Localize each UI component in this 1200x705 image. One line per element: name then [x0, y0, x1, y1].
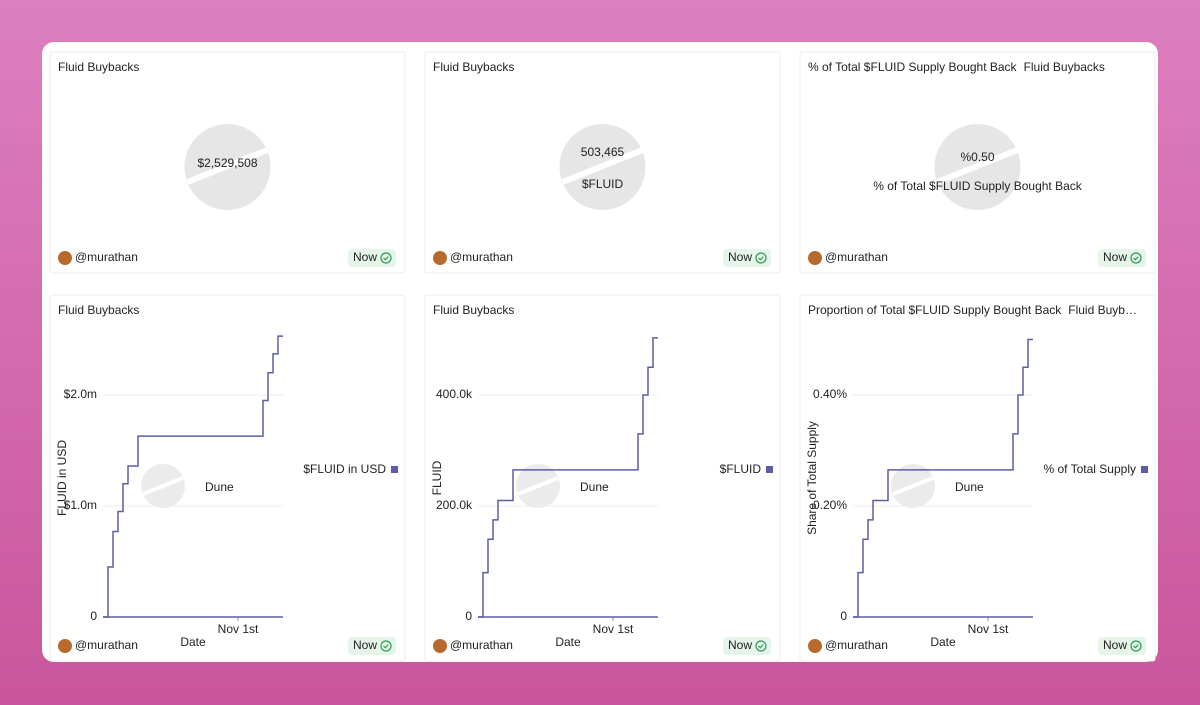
status-check	[758, 256, 764, 261]
widget-title: Proportion of Total $FLUID Supply Bought…	[808, 303, 1062, 317]
avatar	[58, 251, 72, 265]
y-tick-label: 0.20%	[813, 498, 847, 512]
avatar	[433, 639, 447, 653]
widget-title: Fluid Buybacks	[433, 303, 514, 317]
legend-swatch	[1141, 466, 1148, 473]
author: @murathan	[825, 638, 888, 652]
widget	[424, 294, 781, 662]
y-tick-label: 400.0k	[436, 387, 473, 401]
author: @murathan	[450, 638, 513, 652]
status-check	[1133, 644, 1139, 649]
author: @murathan	[75, 638, 138, 652]
avatar	[58, 639, 72, 653]
x-tick-label: Nov 1st	[218, 622, 259, 636]
y-tick-label: $2.0m	[64, 387, 97, 401]
status: Now	[353, 250, 377, 264]
watermark-slash	[561, 147, 644, 185]
watermark-slash	[936, 147, 1019, 185]
y-tick-label: 0.40%	[813, 387, 847, 401]
series-line	[853, 338, 1033, 618]
watermark-slash	[517, 476, 559, 496]
status: Now	[353, 638, 377, 652]
legend-swatch	[391, 466, 398, 473]
author: @murathan	[450, 250, 513, 264]
x-axis-label: Date	[930, 635, 956, 649]
watermark: Dune	[580, 480, 609, 494]
status-check	[758, 644, 764, 649]
series-line	[478, 337, 658, 618]
widget-subtitle: Fluid Buyb…	[1068, 303, 1137, 317]
status-check	[1133, 256, 1139, 261]
status: Now	[728, 250, 752, 264]
author: @murathan	[825, 250, 888, 264]
widget-title: Fluid Buybacks	[433, 60, 514, 74]
y-axis-label: FLUID	[430, 460, 444, 495]
counter-caption: $FLUID	[582, 177, 624, 191]
watermark-slash	[186, 147, 269, 185]
watermark-slash	[892, 476, 934, 496]
avatar	[808, 251, 822, 265]
y-tick-label: 200.0k	[436, 498, 473, 512]
status-icon	[380, 640, 392, 652]
counter-value: %0.50	[960, 150, 994, 164]
status-icon	[755, 640, 767, 652]
x-axis-label: Date	[180, 635, 206, 649]
widget-title: Fluid Buybacks	[58, 60, 139, 74]
y-axis-label: FLUID in USD	[55, 440, 69, 516]
widget-title: % of Total $FLUID Supply Bought Back	[808, 60, 1018, 74]
watermark: Dune	[205, 480, 234, 494]
status: Now	[728, 638, 752, 652]
watermark: Dune	[955, 480, 984, 494]
legend-label: $FLUID	[720, 462, 762, 476]
x-tick-label: Nov 1st	[593, 622, 634, 636]
legend-label: $FLUID in USD	[303, 462, 386, 476]
y-tick-label: $1.0m	[64, 498, 97, 512]
status-check	[383, 256, 389, 261]
widget	[799, 294, 1156, 662]
status-icon	[380, 252, 392, 264]
counter-value: 503,465	[581, 145, 625, 159]
status-icon	[1130, 252, 1142, 264]
status: Now	[1103, 638, 1127, 652]
avatar	[433, 251, 447, 265]
x-axis-label: Date	[555, 635, 581, 649]
x-tick-label: Nov 1st	[968, 622, 1009, 636]
status-icon	[1130, 640, 1142, 652]
watermark-slash	[142, 476, 184, 496]
counter-caption: % of Total $FLUID Supply Bought Back	[873, 179, 1083, 193]
status-check	[383, 644, 389, 649]
counter-value: $2,529,508	[197, 156, 257, 170]
legend-swatch	[766, 466, 773, 473]
author: @murathan	[75, 250, 138, 264]
y-tick-label: 0	[465, 609, 472, 623]
status-icon	[755, 252, 767, 264]
status: Now	[1103, 250, 1127, 264]
widget-subtitle: Fluid Buybacks	[1024, 60, 1105, 74]
widget	[49, 294, 406, 662]
avatar	[808, 639, 822, 653]
widget-title: Fluid Buybacks	[58, 303, 139, 317]
y-axis-label: Share of Total Supply	[805, 421, 819, 535]
legend-label: % of Total Supply	[1043, 462, 1136, 476]
series-line	[103, 335, 283, 618]
y-tick-label: 0	[840, 609, 847, 623]
y-tick-label: 0	[90, 609, 97, 623]
